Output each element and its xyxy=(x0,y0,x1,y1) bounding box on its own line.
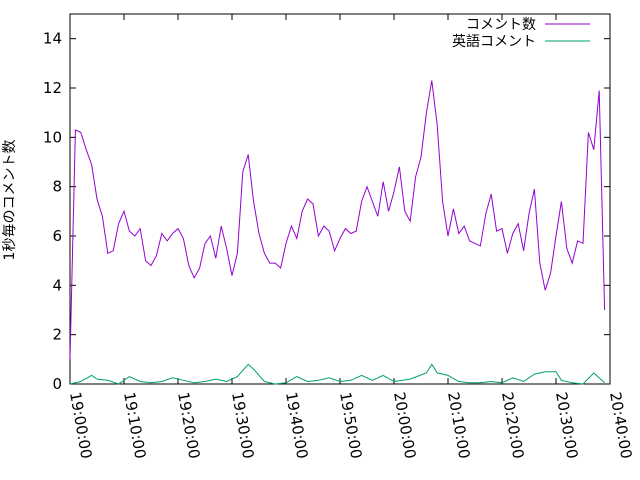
x-tick-label: 20:40:00 xyxy=(606,391,635,460)
y-tick-label: 14 xyxy=(43,30,62,48)
x-tick-label: 20:30:00 xyxy=(552,391,581,460)
series-line-2 xyxy=(69,363,605,385)
x-tick-label: 20:20:00 xyxy=(498,391,527,460)
y-tick-label: 2 xyxy=(52,326,62,344)
x-tick-label: 19:10:00 xyxy=(120,391,149,460)
y-axis-ticks: 0 2 4 6 8 10 12 14 xyxy=(43,30,610,393)
y-tick-label: 10 xyxy=(43,128,62,146)
y-tick-label: 4 xyxy=(52,276,62,294)
x-axis-ticks: 19:00:00 19:10:00 19:20:00 19:30:00 19:40:00… xyxy=(66,14,635,460)
y-tick-label: 0 xyxy=(52,375,62,393)
x-tick-label: 19:40:00 xyxy=(282,391,311,460)
x-tick-label: 19:00:00 xyxy=(66,391,95,460)
x-tick-label: 20:10:00 xyxy=(444,391,473,460)
legend-label: コメント数 xyxy=(466,17,536,33)
plot-frame xyxy=(69,13,611,385)
y-tick-label: 12 xyxy=(43,79,62,97)
y-tick-label: 6 xyxy=(52,227,62,245)
y-axis-title: 1秒毎のコメント数 xyxy=(2,140,18,261)
x-tick-label: 19:20:00 xyxy=(174,391,203,460)
y-tick-label: 8 xyxy=(52,178,62,196)
x-tick-label: 20:00:00 xyxy=(390,391,419,460)
x-tick-label: 19:50:00 xyxy=(336,391,365,460)
x-tick-label: 19:30:00 xyxy=(228,391,257,460)
legend-label: 英語コメント xyxy=(452,33,536,50)
series-layer xyxy=(69,80,606,385)
series-line-1 xyxy=(69,80,606,360)
